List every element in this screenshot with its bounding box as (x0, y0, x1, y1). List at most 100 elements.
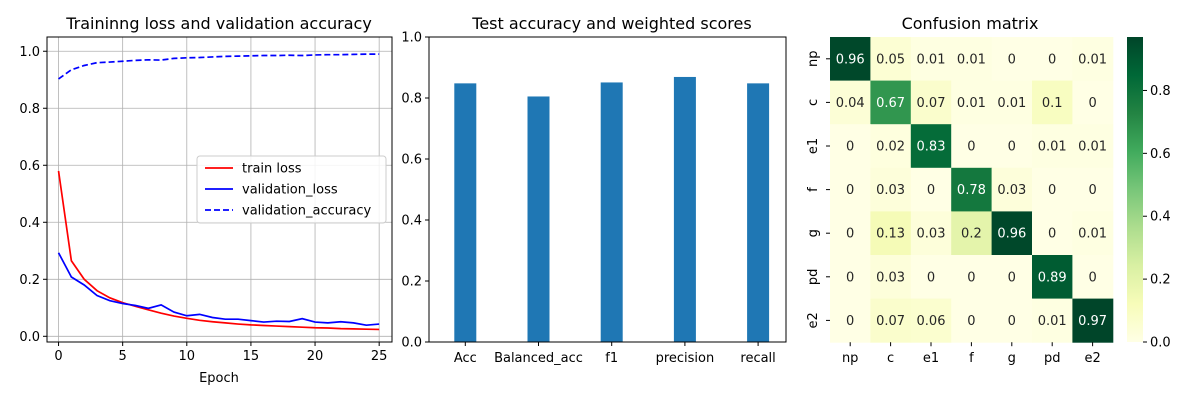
confusion-cell-value: 0 (846, 314, 854, 329)
confusion-cell-value: 0 (1088, 183, 1096, 198)
chart2-title: Test accuracy and weighted scores (471, 14, 751, 33)
confusion-cell-value: 0.06 (917, 314, 946, 329)
chart3-xtick-label: c (887, 351, 894, 366)
confusion-cell-value: 0.05 (876, 52, 905, 67)
confusion-cell-value: 0.83 (917, 140, 946, 155)
confusion-cell (910, 255, 952, 300)
confusion-cell (870, 80, 912, 125)
confusion-cell (951, 211, 993, 256)
bar-balanced-acc (527, 96, 550, 342)
legend-label-validation-accuracy: validation_accuracy (242, 204, 371, 219)
chart1-ytick-label: 0.2 (19, 273, 40, 288)
chart2-ytick-label: 0.0 (401, 336, 422, 351)
confusion-cell (830, 298, 871, 343)
chart2-xtick-label: Acc (454, 351, 477, 366)
chart3-ytick-label: f (806, 187, 821, 192)
confusion-cell (870, 298, 912, 343)
confusion-cell-value: 0.96 (836, 52, 865, 67)
chart2-xtick-label: recall (740, 351, 775, 366)
chart1-xtick-label: 5 (119, 349, 127, 364)
confusion-cell (1032, 167, 1073, 212)
confusion-cell-value: 0 (1008, 270, 1016, 285)
confusion-cell-value: 0.01 (917, 52, 946, 67)
confusion-cell (951, 255, 993, 300)
chart3-ytick-label: np (806, 51, 821, 68)
chart3-ytick-label: g (806, 229, 821, 237)
confusion-cell-value: 0.96 (997, 227, 1026, 242)
colorbar-tick-label: 0.6 (1150, 147, 1171, 162)
confusion-cell-value: 0 (846, 270, 854, 285)
confusion-cell-value: 0.13 (876, 227, 905, 242)
confusion-cell (1072, 37, 1114, 82)
chart1-xtick-label: 0 (54, 349, 62, 364)
confusion-cell (1032, 80, 1073, 125)
confusion-cell-value: 0.01 (1078, 52, 1107, 67)
confusion-cell-value: 0.89 (1038, 270, 1067, 285)
confusion-cell (991, 211, 1033, 256)
confusion-cell-value: 0.67 (876, 96, 905, 111)
confusion-cell-value: 0 (846, 140, 854, 155)
confusion-cell-value: 0.03 (876, 270, 905, 285)
chart2-xtick-label: precision (656, 351, 715, 366)
confusion-cell (991, 255, 1033, 300)
confusion-cell (910, 167, 952, 212)
chart3-ytick-label: e1 (806, 138, 821, 154)
chart2-xtick-label: Balanced_acc (494, 351, 583, 366)
confusion-cell (1072, 124, 1114, 169)
chart3-ytick-label: pd (806, 269, 821, 286)
chart3-title: Confusion matrix (902, 14, 1039, 33)
confusion-cell (870, 37, 912, 82)
confusion-cell-value: 0.01 (957, 52, 986, 67)
confusion-cell (951, 80, 993, 125)
chart1-ytick-label: 0.6 (19, 159, 40, 174)
confusion-cell-value: 0 (967, 314, 975, 329)
confusion-cell-value: 0 (967, 140, 975, 155)
chart2-ytick-label: 1.0 (401, 31, 422, 46)
series-line-train-loss (57, 170, 380, 331)
confusion-cell (951, 298, 993, 343)
chart1-title: Traininng loss and validation accuracy (65, 14, 372, 33)
chart3-xtick-label: f (969, 351, 974, 366)
confusion-cell-value: 0.07 (876, 314, 905, 329)
chart2-ytick-label: 0.4 (401, 214, 422, 229)
chart1-ytick-label: 1.0 (19, 45, 40, 60)
confusion-cell-value: 0.1 (1042, 96, 1063, 111)
confusion-cell-value: 0.03 (876, 183, 905, 198)
chart2-ytick-label: 0.8 (401, 92, 422, 107)
colorbar-tick-label: 0.8 (1150, 84, 1171, 99)
colorbar-tick-label: 0.2 (1150, 273, 1171, 288)
colorbar (1127, 37, 1143, 342)
bar-f1 (600, 82, 623, 342)
colorbar-ticks: 0.0 0.2 0.4 0.6 0.8 (1143, 84, 1171, 351)
confusion-cell (910, 211, 952, 256)
confusion-cell (830, 80, 871, 125)
confusion-cell-value: 0.01 (1038, 140, 1067, 155)
confusion-cell (1072, 211, 1114, 256)
confusion-cell (870, 124, 912, 169)
confusion-cell-value: 0.03 (997, 183, 1026, 198)
chart2-ticks: Acc Balanced_acc f1 precision recall 0.0 0.2 0.… (401, 31, 775, 367)
chart1-ytick-label: 0.4 (19, 216, 40, 231)
confusion-cell (910, 298, 952, 343)
confusion-cell (1032, 37, 1073, 82)
confusion-cell-value: 0 (846, 227, 854, 242)
confusion-cell (910, 124, 952, 169)
confusion-cell (991, 167, 1033, 212)
chart2-ytick-label: 0.2 (401, 275, 422, 290)
chart1-lines (57, 53, 380, 331)
chart3-xtick-label: pd (1044, 351, 1061, 366)
chart3-ticks: np c e1 f g pd e2 np c e1 f g pd e2 (806, 51, 1101, 367)
confusion-cell-value: 0 (1088, 96, 1096, 111)
chart2-plot-frame (428, 36, 787, 343)
confusion-cell-value: 0.01 (1078, 140, 1107, 155)
confusion-cell-value: 0.01 (997, 96, 1026, 111)
confusion-cell-value: 0.01 (1038, 314, 1067, 329)
chart3-xtick-label: g (1008, 351, 1016, 366)
confusion-cell-value: 0.04 (836, 96, 865, 111)
confusion-cell-value: 0 (927, 270, 935, 285)
bar-recall (747, 83, 770, 343)
chart2-bars (454, 76, 770, 343)
confusion-cell (910, 37, 952, 82)
confusion-cell (1072, 298, 1114, 343)
